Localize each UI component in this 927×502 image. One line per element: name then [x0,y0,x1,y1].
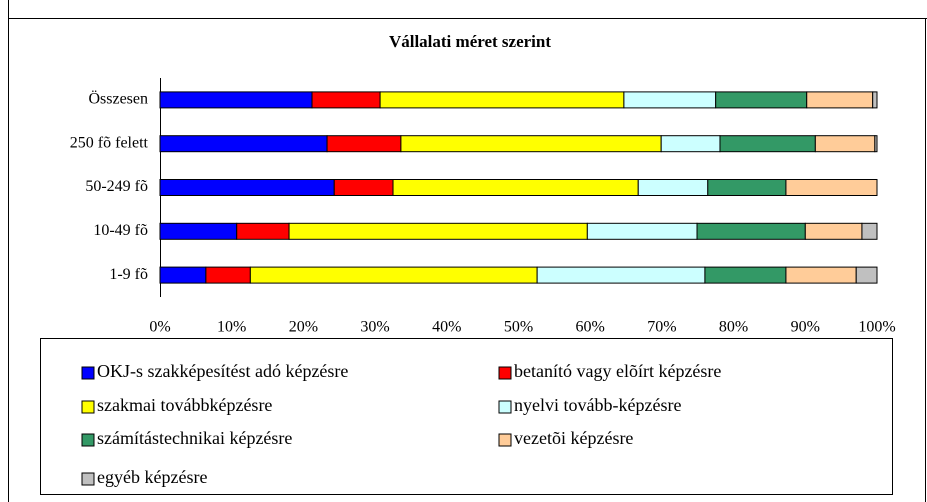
bar-segment [623,91,717,109]
legend-swatch [498,366,512,380]
x-tick-label: 10% [217,319,246,336]
x-tick-label: 90% [791,319,820,336]
bar-segment [249,266,538,284]
bar-segment [311,91,381,109]
x-tick-label: 40% [432,319,461,336]
legend-label: egyéb képzésre [97,467,207,487]
legend-swatch [81,366,95,380]
legend-label: vezetõi képzésre [514,428,633,448]
bar-segment [333,179,394,196]
bar-segment [806,91,874,109]
bar-segment [696,222,806,240]
legend-box [40,338,893,495]
x-tick-label: 70% [647,319,676,336]
bar-segment [236,222,290,240]
legend-swatch [498,433,512,447]
legend-label: szakmai továbbképzésre [97,395,272,415]
y-tick-label: 1-9 fõ [109,266,148,283]
legend-label: betanító vagy elõírt képzésre [514,361,721,381]
bar-segment [159,179,335,196]
bar-segment [872,91,878,109]
bar-segment [288,222,588,240]
x-tick-label: 30% [360,319,389,336]
bar-segment [804,222,863,240]
legend-swatch [81,400,95,414]
bar-segment [536,266,706,284]
y-tick-label: 10-49 fõ [93,222,148,239]
x-tick-label: 80% [719,319,748,336]
bar-segment [785,179,878,196]
bar-segment [400,135,662,153]
bar-segment [379,91,625,109]
bar-segment [861,222,878,240]
chart-title: Vállalati méret szerint [389,32,551,51]
y-tick-label: Összesen [88,90,148,108]
bar-segment [785,266,857,284]
bar-segment [874,135,878,153]
x-tick-label: 20% [289,319,318,336]
bar-segment [855,266,878,284]
bar-segment [159,266,207,284]
x-tick-label: 100% [858,319,895,336]
legend-label: számítástechnikai képzésre [97,428,292,448]
bar-segment [205,266,251,284]
bar-segment [660,135,721,153]
bar-segment [326,135,402,153]
bar-segment [637,179,709,196]
x-tick-label: 0% [149,319,170,336]
legend-swatch [81,433,95,447]
bar-segment [814,135,876,153]
legend-label: nyelvi tovább-képzésre [514,395,681,415]
y-tick-label: 250 fõ felett [70,134,149,151]
bar-segment [586,222,698,240]
bar-segment [159,135,328,153]
bar-segment [159,222,238,240]
bar-segment [392,179,639,196]
legend-label: OKJ-s szakképesítést adó képzésre [97,361,348,381]
x-tick-label: 50% [504,319,533,336]
bar-segment [704,266,787,284]
x-tick-label: 60% [576,319,605,336]
legend-swatch [498,400,512,414]
bar-segment [715,91,808,109]
y-tick-label: 50-249 fõ [85,178,148,195]
bar-segment [719,135,816,153]
bar-segment [707,179,787,196]
legend-swatch [81,472,95,486]
bar-segment [159,91,313,109]
